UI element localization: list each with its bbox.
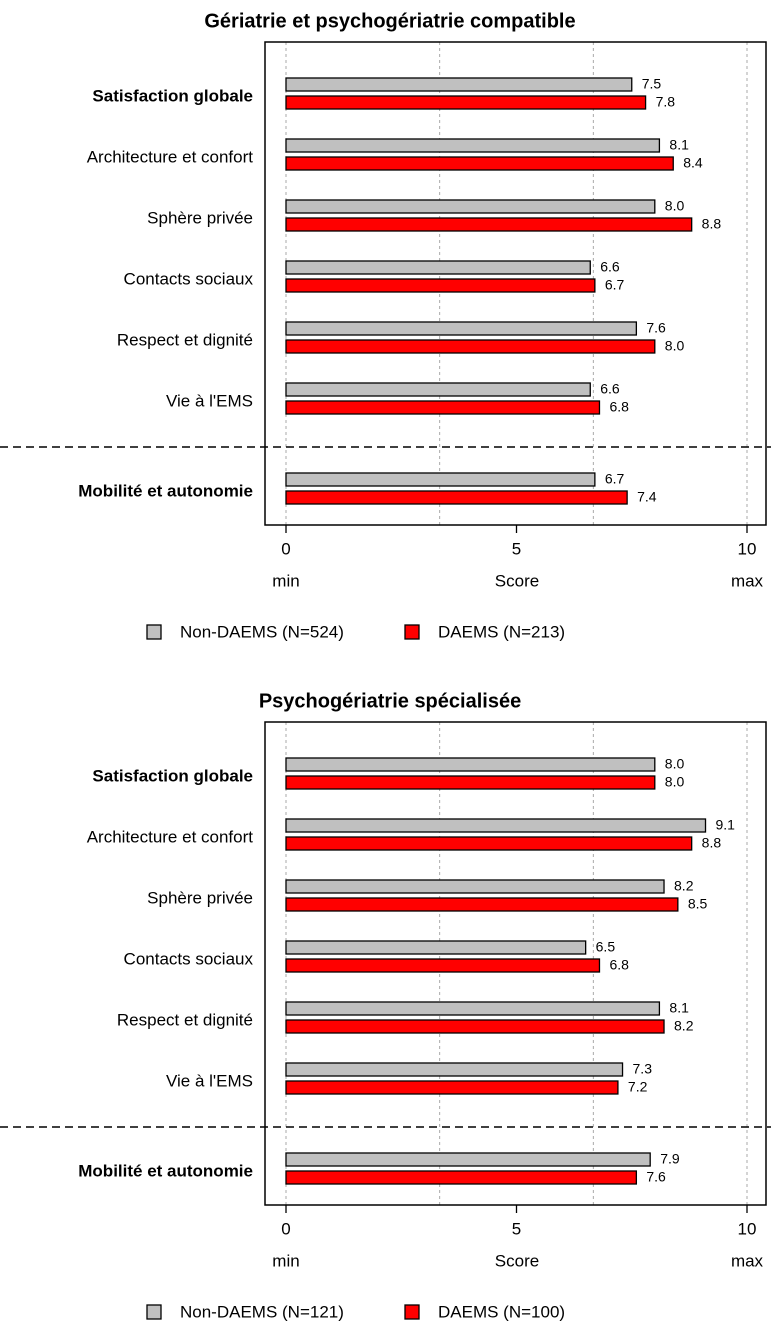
category-label: Satisfaction globale	[92, 86, 253, 105]
category-label: Satisfaction globale	[92, 766, 253, 785]
bar	[285, 278, 596, 293]
value-label: 7.2	[628, 1079, 648, 1095]
category-label: Vie à l'EMS	[166, 391, 253, 410]
bar	[285, 1019, 665, 1034]
category-label: Mobilité et autonomie	[78, 1161, 253, 1180]
bar	[285, 879, 665, 894]
legend-label: Non-DAEMS (N=121)	[180, 1302, 344, 1321]
bar	[285, 382, 591, 397]
value-label: 7.9	[660, 1151, 680, 1167]
value-label: 8.1	[669, 1000, 689, 1016]
bar	[285, 156, 674, 171]
bar	[285, 1080, 619, 1095]
chart: Gériatrie et psychogériatrie compatible S…	[0, 10, 771, 641]
bar	[285, 897, 679, 912]
x-tick-label: 0	[281, 539, 290, 558]
category-label: Architecture et confort	[87, 827, 254, 846]
x-min-label: min	[272, 571, 299, 590]
value-label: 8.4	[683, 155, 703, 171]
category-label: Mobilité et autonomie	[78, 481, 253, 500]
x-max-label: max	[731, 1251, 764, 1270]
chart-title: Gériatrie et psychogériatrie compatible	[204, 10, 575, 32]
x-max-label: max	[731, 571, 764, 590]
value-label: 8.0	[665, 198, 685, 214]
legend-swatch	[404, 624, 420, 640]
legend-label: Non-DAEMS (N=524)	[180, 622, 344, 641]
bar	[285, 77, 633, 92]
value-label: 7.4	[637, 489, 657, 505]
x-tick-label: 10	[738, 1219, 757, 1238]
value-label: 8.0	[665, 338, 685, 354]
bar	[285, 818, 707, 833]
bar	[285, 95, 647, 110]
category-label: Sphère privée	[147, 208, 253, 227]
chart-title: Psychogériatrie spécialisée	[259, 690, 521, 712]
plot-frame	[264, 41, 767, 526]
category-label: Contacts sociaux	[124, 269, 254, 288]
bar	[285, 958, 601, 973]
legend-label: DAEMS (N=213)	[438, 622, 565, 641]
chart: Psychogériatrie spécialisée Satisfaction …	[0, 690, 771, 1321]
value-label: 8.5	[688, 896, 708, 912]
category-label: Respect et dignité	[117, 1010, 253, 1029]
value-label: 7.6	[646, 320, 666, 336]
value-label: 8.0	[665, 774, 685, 790]
value-label: 8.1	[669, 137, 689, 153]
bar	[285, 940, 587, 955]
value-label: 8.0	[665, 756, 685, 772]
value-label: 7.3	[633, 1061, 653, 1077]
category-label: Vie à l'EMS	[166, 1071, 253, 1090]
bar	[285, 1170, 638, 1185]
value-label: 6.8	[609, 399, 629, 415]
value-label: 8.8	[702, 835, 722, 851]
legend-label: DAEMS (N=100)	[438, 1302, 565, 1321]
category-label: Architecture et confort	[87, 147, 254, 166]
bar	[285, 472, 596, 487]
legend-swatch	[146, 624, 162, 640]
value-label: 6.5	[596, 939, 616, 955]
x-min-label: min	[272, 1251, 299, 1270]
x-axis-label: Score	[495, 571, 539, 590]
bar	[285, 321, 638, 336]
bar	[285, 339, 656, 354]
bar	[285, 400, 601, 415]
value-label: 6.6	[600, 381, 620, 397]
value-label: 7.6	[646, 1169, 666, 1185]
value-label: 7.5	[642, 76, 662, 92]
x-tick-label: 5	[512, 539, 521, 558]
category-label: Respect et dignité	[117, 330, 253, 349]
x-tick-label: 0	[281, 1219, 290, 1238]
value-label: 8.8	[702, 216, 722, 232]
value-label: 8.2	[674, 1018, 694, 1034]
x-tick-label: 10	[738, 539, 757, 558]
value-label: 6.7	[605, 471, 625, 487]
bar	[285, 138, 661, 153]
bar	[285, 1062, 624, 1077]
legend-swatch	[404, 1304, 420, 1320]
bar	[285, 490, 628, 505]
legend-swatch	[146, 1304, 162, 1320]
bar	[285, 260, 591, 275]
bar	[285, 775, 656, 790]
value-label: 9.1	[716, 817, 736, 833]
bar	[285, 757, 656, 772]
bar	[285, 1152, 651, 1167]
x-axis-label: Score	[495, 1251, 539, 1270]
plot-frame	[264, 721, 767, 1206]
value-label: 8.2	[674, 878, 694, 894]
bar	[285, 1001, 661, 1016]
value-label: 6.6	[600, 259, 620, 275]
category-label: Sphère privée	[147, 888, 253, 907]
value-label: 7.8	[656, 94, 676, 110]
x-tick-label: 5	[512, 1219, 521, 1238]
bar	[285, 199, 656, 214]
category-label: Contacts sociaux	[124, 949, 254, 968]
value-label: 6.8	[609, 957, 629, 973]
bar	[285, 217, 693, 232]
value-label: 6.7	[605, 277, 625, 293]
bar	[285, 836, 693, 851]
